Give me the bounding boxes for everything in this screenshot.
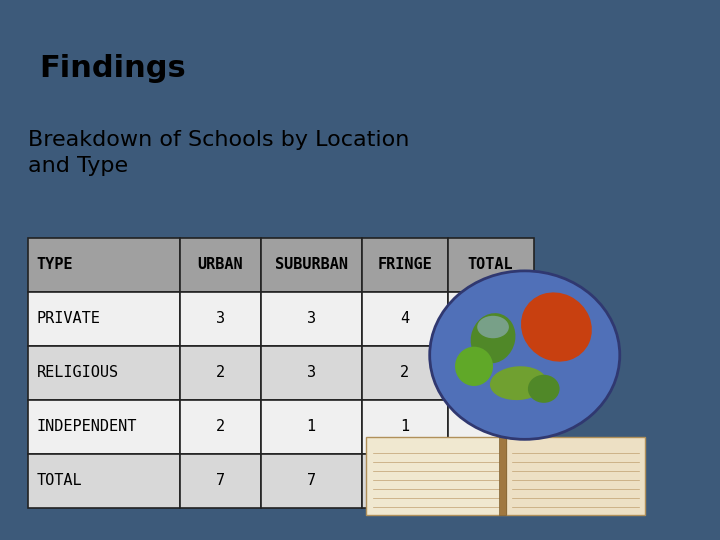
Bar — [28, 292, 180, 346]
Bar — [448, 454, 534, 508]
Bar — [180, 400, 261, 454]
Text: 4: 4 — [486, 365, 495, 380]
Ellipse shape — [471, 313, 516, 363]
Text: 2: 2 — [215, 365, 225, 380]
Text: FRINGE: FRINGE — [377, 257, 432, 272]
Text: 1: 1 — [307, 419, 315, 434]
Text: TOTAL: TOTAL — [468, 257, 513, 272]
Text: 4: 4 — [400, 311, 409, 326]
Text: 10: 10 — [482, 311, 500, 326]
Text: 7: 7 — [215, 473, 225, 488]
Bar — [28, 238, 180, 292]
Text: URBAN: URBAN — [197, 257, 243, 272]
Text: 7: 7 — [400, 473, 409, 488]
Bar — [361, 292, 448, 346]
Text: TYPE: TYPE — [37, 257, 73, 272]
Text: 2: 2 — [215, 419, 225, 434]
Bar — [361, 346, 448, 400]
Bar — [448, 238, 534, 292]
Text: Findings: Findings — [40, 54, 186, 83]
Bar — [500, 436, 505, 515]
Circle shape — [430, 271, 620, 440]
Bar — [361, 400, 448, 454]
Text: 3: 3 — [307, 311, 315, 326]
Text: 7: 7 — [486, 419, 495, 434]
Bar — [261, 454, 361, 508]
Text: 2: 2 — [400, 365, 409, 380]
Bar — [28, 346, 180, 400]
Bar — [448, 400, 534, 454]
Ellipse shape — [490, 366, 547, 400]
Ellipse shape — [528, 375, 559, 403]
Bar — [448, 346, 534, 400]
Bar — [261, 400, 361, 454]
Bar — [261, 238, 361, 292]
Bar — [180, 454, 261, 508]
Text: PRIVATE: PRIVATE — [37, 311, 100, 326]
Bar — [361, 454, 448, 508]
Bar — [180, 292, 261, 346]
Text: 21: 21 — [482, 473, 500, 488]
Ellipse shape — [521, 292, 592, 362]
Text: INDEPENDENT: INDEPENDENT — [37, 419, 137, 434]
Bar — [261, 292, 361, 346]
Text: 3: 3 — [307, 365, 315, 380]
Bar — [261, 346, 361, 400]
FancyBboxPatch shape — [366, 436, 505, 515]
Bar — [28, 400, 180, 454]
FancyBboxPatch shape — [505, 436, 645, 515]
Bar — [28, 454, 180, 508]
Text: SUBURBAN: SUBURBAN — [274, 257, 348, 272]
Text: Breakdown of Schools by Location
and Type: Breakdown of Schools by Location and Typ… — [28, 130, 410, 176]
Ellipse shape — [455, 347, 493, 386]
Text: 3: 3 — [215, 311, 225, 326]
Bar — [448, 292, 534, 346]
Text: RELIGIOUS: RELIGIOUS — [37, 365, 119, 380]
Text: 1: 1 — [400, 419, 409, 434]
Ellipse shape — [477, 316, 509, 338]
Bar — [180, 346, 261, 400]
Text: 7: 7 — [307, 473, 315, 488]
Bar — [180, 238, 261, 292]
Bar — [361, 238, 448, 292]
Text: TOTAL: TOTAL — [37, 473, 82, 488]
